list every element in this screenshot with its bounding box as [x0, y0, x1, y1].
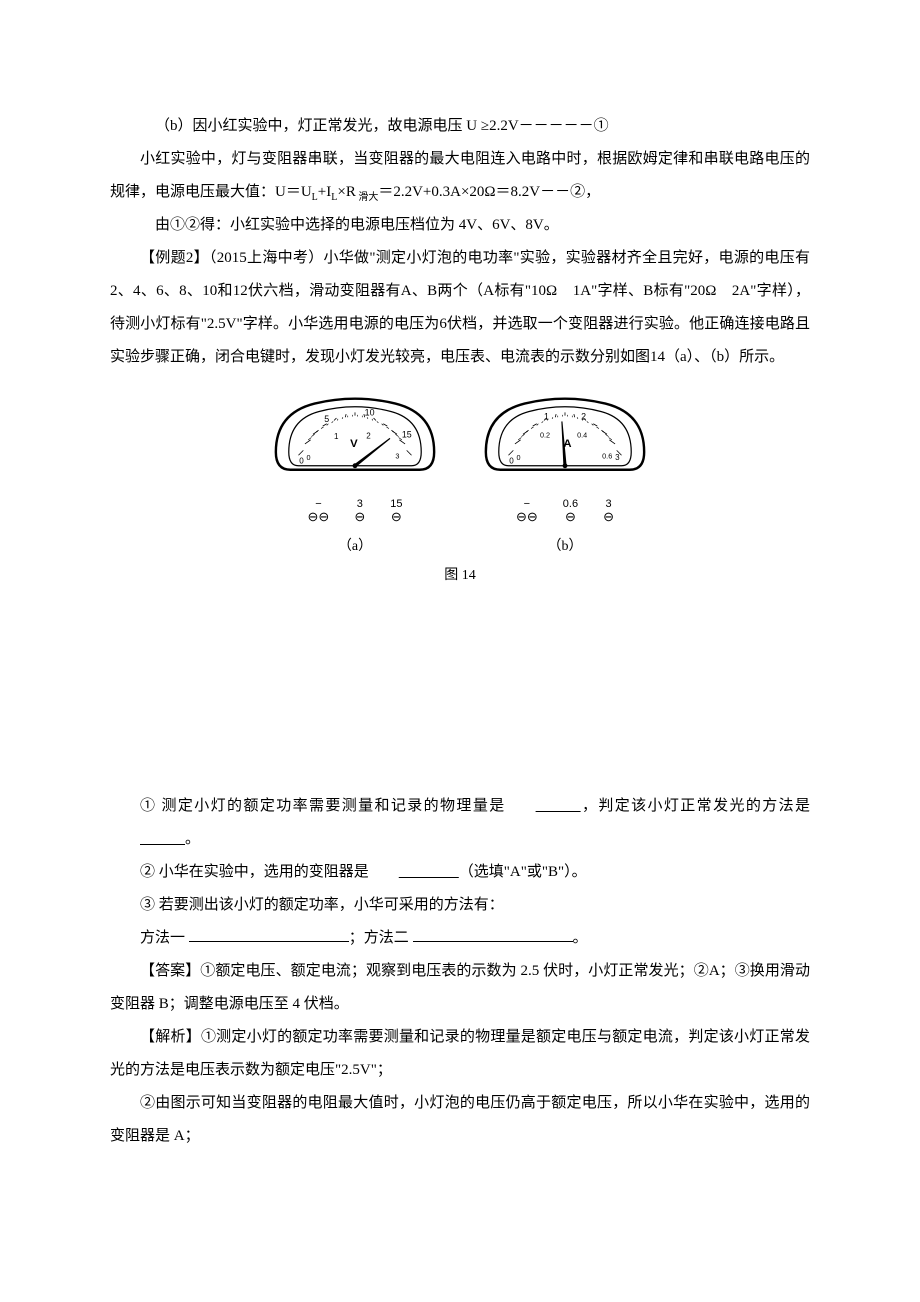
figure-14: 0 5 10 15 0 1 2 3 V − ⊖⊖	[110, 389, 810, 592]
q2-pre: ② 小华在实验中，选用的变阻器是	[140, 864, 369, 880]
v-terminal-3: 3 ⊖	[354, 498, 365, 524]
ammeter-svg: 0 1 2 3 0 0.2 0.4 0.6 A	[475, 389, 655, 494]
v-terminal-15: 15 ⊖	[390, 498, 402, 524]
example2-body: （2015上海中考）小华做"测定小灯泡的电功率"实验，实验器材齐全且完好，电源的…	[110, 250, 810, 365]
q1-blank2	[110, 823, 185, 856]
voltmeter-block: 0 5 10 15 0 1 2 3 V − ⊖⊖	[265, 389, 445, 563]
answer: 【答案】①额定电压、额定电流；观察到电压表的示数为 2.5 伏时，小灯正常发光；…	[110, 955, 810, 1021]
a-term-06-sym: ⊖	[565, 510, 576, 524]
example2: 【例题2】（2015上海中考）小华做"测定小灯泡的电功率"实验，实验器材齐全且完…	[110, 242, 810, 374]
voltmeter-svg: 0 5 10 15 0 1 2 3 V	[265, 389, 445, 494]
a-lower-06: 0.6	[602, 451, 612, 460]
q1-end: 。	[185, 831, 200, 847]
q1-mid: ，判定该小灯正常发光的方法是	[581, 798, 810, 814]
line-c-mid3: ＝2.2V+0.3A×20Ω＝8.2V－－②，	[378, 184, 600, 200]
methods-line: 方法一 ；方法二 。	[110, 922, 810, 955]
analysis-label: 【解析】	[140, 1029, 201, 1045]
line-c: 小红实验中，灯与变阻器串联，当变阻器的最大电阻连入电路中时，根据欧姆定律和串联电…	[110, 143, 810, 209]
a-lower-02: 0.2	[540, 430, 550, 439]
v-terminal-neg: − ⊖⊖	[308, 498, 330, 524]
v-lower-3: 3	[395, 451, 399, 460]
v-lower-2: 2	[366, 431, 371, 440]
a-upper-0: 0	[509, 456, 514, 465]
a-terminal-06: 0.6 ⊖	[563, 498, 578, 524]
q2-blank	[369, 856, 459, 889]
method-mid: ；方法二	[349, 930, 413, 946]
q2-end: （选填"A"或"B"）。	[459, 864, 587, 880]
analysis-1: 【解析】①测定小灯的额定功率需要测量和记录的物理量是额定电压与额定电流，判定该小…	[110, 1021, 810, 1087]
a-upper-2: 2	[581, 412, 586, 422]
voltmeter-terminals: − ⊖⊖ 3 ⊖ 15 ⊖	[308, 498, 403, 524]
v-term-15-sym: ⊖	[391, 510, 402, 524]
blank-space	[110, 600, 810, 790]
a-term-neg-sym: ⊖⊖	[516, 510, 538, 524]
method2-blank	[413, 924, 573, 942]
answer-body: ①额定电压、额定电流；观察到电压表的示数为 2.5 伏时，小灯正常发光；②A；③…	[110, 963, 810, 1012]
a-upper-3: 3	[615, 453, 620, 462]
line-d: 由①②得：小红实验中选择的电源电压档位为 4V、6V、8V。	[110, 209, 810, 242]
ammeter-label: （b）	[548, 532, 583, 563]
q1-blank1	[506, 790, 581, 823]
a-upper-1: 1	[544, 412, 549, 422]
v-lower-0: 0	[307, 453, 311, 462]
v-upper-15: 15	[402, 429, 412, 439]
v-term-3-sym: ⊖	[354, 510, 365, 524]
v-lower-1: 1	[334, 432, 339, 441]
sub-rmax: 滑大	[356, 192, 379, 203]
question-3: ③ 若要测出该小灯的额定功率，小华可采用的方法有：	[110, 889, 810, 922]
question-2: ② 小华在实验中，选用的变阻器是 （选填"A"或"B"）。	[110, 856, 810, 889]
v-upper-10: 10	[365, 408, 375, 418]
voltmeter-label: （a）	[338, 532, 372, 563]
v-term-neg-sym: ⊖⊖	[308, 510, 330, 524]
method-end: 。	[573, 930, 588, 946]
line-c-mid1: +I	[318, 184, 331, 200]
line-b: （b）因小红实验中，灯正常发光，故电源电压 U ≥2.2V－－－－－①	[110, 110, 810, 143]
answer-label: 【答案】	[140, 963, 200, 979]
a-terminal-3: 3 ⊖	[603, 498, 614, 524]
analysis-1-body: ①测定小灯的额定功率需要测量和记录的物理量是额定电压与额定电流，判定该小灯正常发…	[110, 1029, 810, 1078]
q1-pre: ① 测定小灯的额定功率需要测量和记录的物理量是	[140, 798, 506, 814]
ammeter-terminals: − ⊖⊖ 0.6 ⊖ 3 ⊖	[516, 498, 614, 524]
example2-label: 【例题2】	[140, 250, 209, 266]
analysis-2: ②由图示可知当变阻器的电阻最大值时，小灯泡的电压仍高于额定电压，所以小华在实验中…	[110, 1087, 810, 1153]
a-lower-0: 0	[517, 453, 521, 462]
ammeter-block: 0 1 2 3 0 0.2 0.4 0.6 A − ⊖⊖	[475, 389, 655, 563]
a-term-3-sym: ⊖	[603, 510, 614, 524]
v-upper-5: 5	[324, 414, 329, 424]
v-upper-0: 0	[299, 456, 304, 465]
method1-blank	[189, 924, 349, 942]
a-lower-04: 0.4	[577, 430, 587, 439]
line-c-mid2: ×R	[337, 184, 355, 200]
voltmeter-unit: V	[350, 438, 358, 450]
a-terminal-neg: − ⊖⊖	[516, 498, 538, 524]
method-pre: 方法一	[140, 930, 189, 946]
figure-caption: 图 14	[110, 561, 810, 592]
question-1: ① 测定小灯的额定功率需要测量和记录的物理量是 ，判定该小灯正常发光的方法是 。	[110, 790, 810, 856]
